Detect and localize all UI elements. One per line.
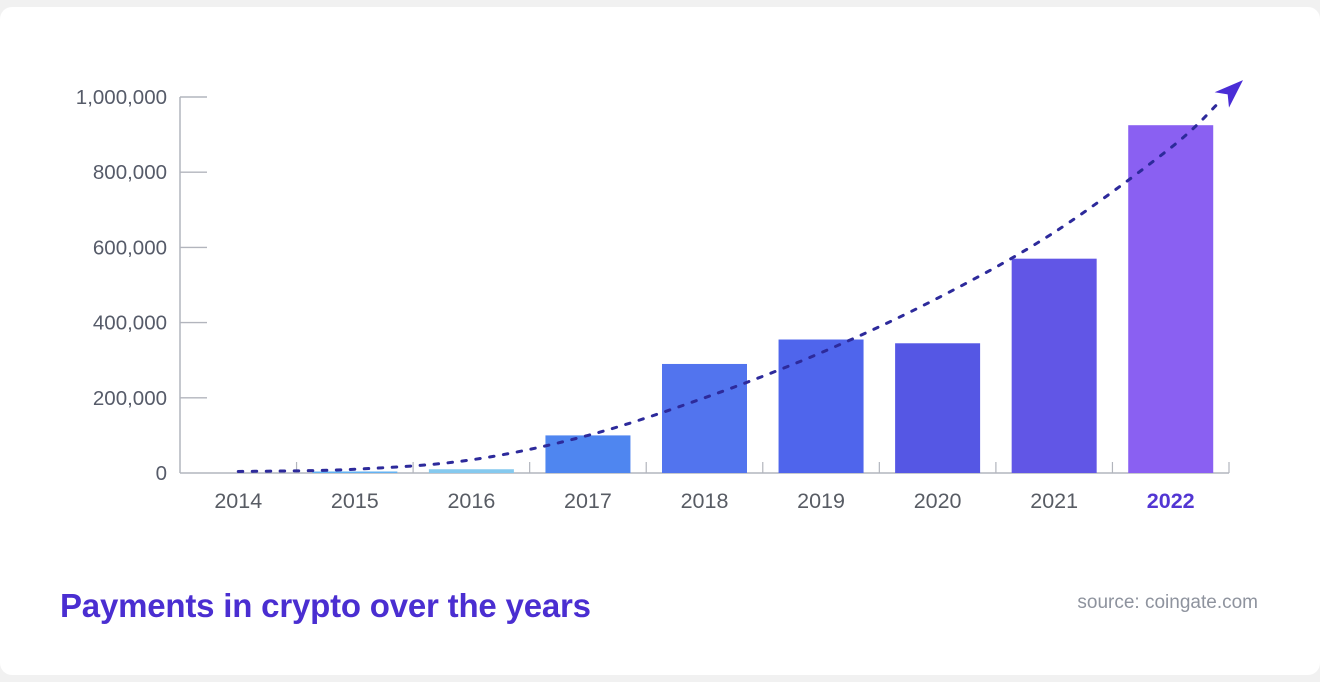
year-label-2018: 2018 [681,489,729,513]
bar-2019 [778,339,864,473]
bar-2020 [895,343,981,473]
trend-arrowhead-icon [1214,80,1243,108]
y-tick-label: 1,000,000 [76,86,167,109]
bar-2018 [662,363,747,473]
year-label-2016: 2016 [447,489,495,513]
year-label-2015: 2015 [331,489,379,513]
year-label-2021: 2021 [1030,489,1078,513]
y-tick-label: 0 [156,462,167,485]
year-label-2022: 2022 [1147,489,1195,513]
bar-2017 [545,435,631,473]
chart-title: Payments in crypto over the years [60,587,591,624]
bar-chart: 0 200,000 400,000 600,000 800,000 1,000,000 20… [76,80,1243,513]
bar-2021 [1011,258,1097,473]
year-label-2014: 2014 [214,489,262,513]
trend-line [236,101,1220,473]
y-tick-label: 400,000 [93,312,167,335]
y-tick-label: 800,000 [93,161,167,184]
source-attribution: source: coingate.com [1077,592,1258,613]
bar-2015 [312,471,398,473]
y-tick-label: 200,000 [93,387,167,410]
year-label-2020: 2020 [914,489,962,513]
year-label-2019: 2019 [797,489,845,513]
bar-2022 [1128,125,1214,473]
y-tick-label: 600,000 [93,236,167,259]
year-label-2017: 2017 [564,489,612,513]
chart-card: 0 200,000 400,000 600,000 800,000 1,000,000 20… [0,7,1320,675]
bar-2016 [428,469,514,473]
